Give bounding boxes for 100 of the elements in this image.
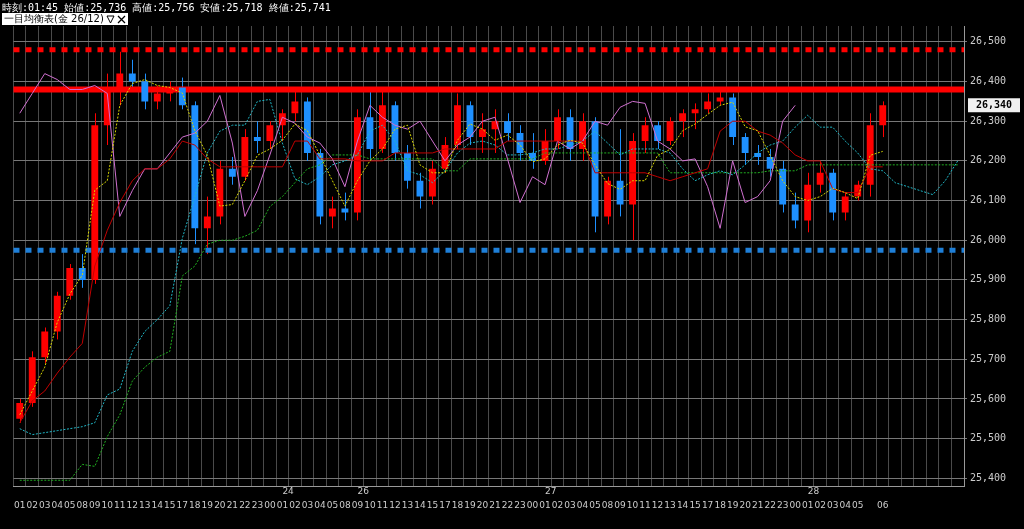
candlestick — [841, 192, 849, 221]
x-tick-label: 19 — [201, 499, 214, 510]
y-tick-label: 25,500 — [970, 432, 1007, 444]
y-tick-label: 26,100 — [970, 194, 1007, 206]
annotation: 27 — [545, 486, 557, 497]
x-tick-label: 05 — [326, 499, 339, 510]
x-tick-label: 14 — [676, 499, 689, 510]
x-tick-label: 05 — [851, 499, 864, 510]
x-tick-label: 13 — [139, 499, 151, 510]
x-tick-label: 11 — [114, 499, 126, 510]
x-tick-label: 01 — [14, 499, 26, 510]
x-tick-label: 03 — [826, 499, 839, 510]
x-tick-label: 23 — [776, 499, 789, 510]
candlestick — [228, 156, 236, 186]
candlestick — [328, 196, 336, 229]
x-tick-label: 21 — [226, 499, 239, 510]
x-tick-label: 15 — [164, 499, 176, 510]
x-tick-label: 04 — [314, 499, 326, 510]
x-tick-label: 08 — [339, 499, 351, 510]
candlestick — [816, 160, 824, 194]
candlestick — [641, 116, 649, 154]
x-tick-label: 01 — [801, 499, 814, 510]
x-tick-label: 21 — [489, 499, 501, 510]
x-tick-label: 02 — [551, 499, 564, 510]
x-tick-label: 11 — [639, 499, 651, 510]
y-tick-label: 26,500 — [970, 35, 1007, 47]
x-tick-label: 19 — [726, 499, 739, 510]
candlestick — [504, 112, 511, 142]
y-tick-label: 26,300 — [970, 114, 1007, 126]
y-tick-label: 25,800 — [970, 313, 1007, 325]
candlestick — [266, 120, 274, 150]
x-tick-label: 04 — [576, 499, 589, 510]
y-tick-label: 25,700 — [970, 352, 1007, 364]
x-tick-label: 14 — [414, 499, 426, 510]
x-tick-label: 08 — [601, 499, 614, 510]
x-tick-label: 04 — [51, 499, 64, 510]
x-tick-label: 19 — [464, 499, 476, 510]
x-tick-label: 10 — [101, 499, 114, 510]
x-tick-label: 12 — [651, 499, 664, 510]
x-tick-label: 22 — [501, 499, 514, 510]
x-tick-label: 13 — [401, 499, 414, 510]
y-tick-label: 25,900 — [970, 273, 1007, 285]
x-tick-label: 17 — [176, 499, 189, 510]
x-tick-label: 12 — [126, 499, 139, 510]
candlestick — [666, 116, 674, 146]
x-tick-label: 18 — [189, 499, 201, 510]
x-tick-label: 01 — [539, 499, 551, 510]
x-tick-label: 05 — [589, 499, 601, 510]
y-tick-label: 25,600 — [970, 392, 1007, 404]
x-tick-label: 12 — [389, 499, 401, 510]
annotation: 26 — [357, 486, 370, 497]
annotation: 28 — [807, 486, 820, 497]
candlestick — [554, 108, 561, 150]
x-tick-label: 14 — [151, 499, 164, 510]
x-tick-label: 02 — [26, 499, 38, 510]
x-tick-label: 03 — [301, 499, 314, 510]
x-tick-label: 03 — [564, 499, 576, 510]
x-tick-label: 05 — [64, 499, 76, 510]
x-tick-label: 01 — [276, 499, 289, 510]
x-tick-label: 17 — [439, 499, 451, 510]
x-tick-label: 15 — [426, 499, 439, 510]
x-tick-label: 22 — [764, 499, 776, 510]
x-tick-label: 09 — [614, 499, 627, 510]
x-tick-label: 15 — [689, 499, 701, 510]
x-tick-label: 17 — [701, 499, 714, 510]
x-tick-label: 09 — [89, 499, 101, 510]
candlestick — [879, 100, 887, 138]
candlestick — [178, 77, 186, 110]
x-tick-label: 04 — [839, 499, 852, 510]
candlestick — [741, 132, 749, 166]
candlestick — [479, 112, 486, 154]
x-tick-label: 11 — [376, 499, 389, 510]
chart-title: 時刻:01:45 始値:25,736 高値:25,756 安値:25,718 終値:25,741 — [2, 1, 331, 13]
line-series — [19, 98, 959, 436]
candlestick — [203, 196, 211, 255]
x-tick-label: 22 — [239, 499, 251, 510]
x-tick-label: 18 — [714, 499, 727, 510]
x-tick-label: 00 — [789, 499, 802, 510]
x-tick-label: 02 — [289, 499, 301, 510]
x-tick-label: 13 — [664, 499, 676, 510]
chart-subtitle: 一目均衡表(金 26/12) — [4, 12, 104, 26]
candlestick — [141, 73, 149, 110]
x-tick-label: 06 — [876, 499, 889, 510]
x-tick-label: 21 — [751, 499, 764, 510]
x-tick-label: 08 — [76, 499, 89, 510]
x-tick-label: 20 — [214, 499, 226, 510]
candlestick — [616, 128, 624, 217]
candlestick — [754, 144, 762, 166]
x-tick-label: 00 — [526, 499, 539, 510]
candlestick — [691, 102, 699, 130]
annotation: 24 — [282, 486, 295, 497]
y-tick-label: 26,400 — [970, 75, 1007, 87]
x-tick-label: 10 — [364, 499, 376, 510]
x-tick-label: 20 — [739, 499, 752, 510]
x-tick-label: 09 — [351, 499, 364, 510]
x-tick-label: 02 — [814, 499, 826, 510]
candlestick — [791, 192, 799, 229]
candlestick — [679, 108, 687, 138]
candlestick — [341, 192, 349, 221]
x-tick-label: 03 — [39, 499, 51, 510]
